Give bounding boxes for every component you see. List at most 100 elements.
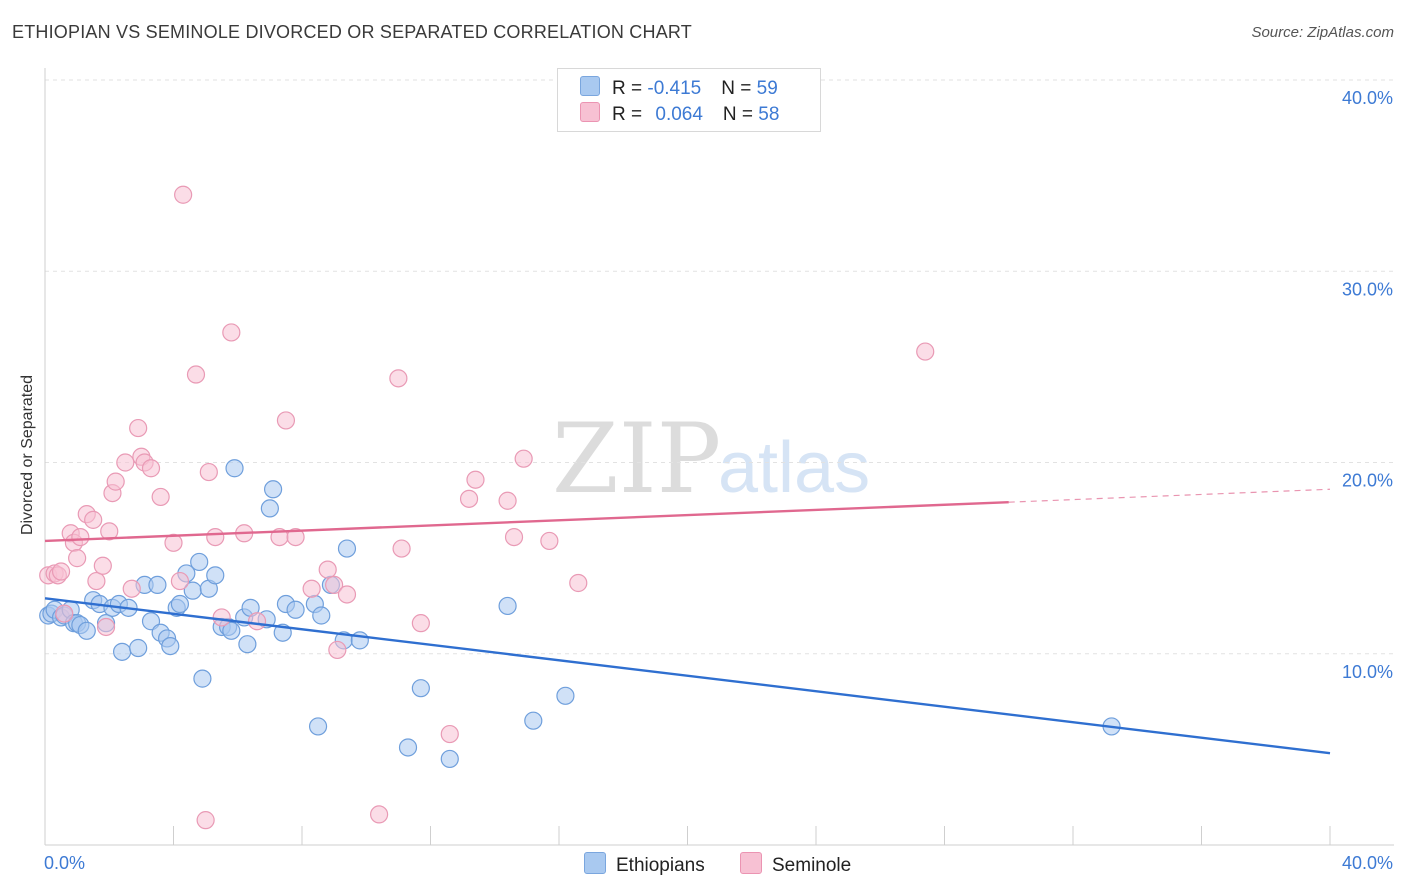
ethiopians-point (193, 669, 212, 688)
seminole-trend-line (44, 500, 1009, 543)
seminole-point (151, 487, 170, 507)
seminole-point (68, 549, 87, 568)
bottom-legend-ethiopians: Ethiopians (584, 852, 705, 877)
ethiopians-point (238, 635, 257, 654)
ethiopians-point (206, 566, 225, 585)
seminole-trend-line-extension (1008, 488, 1331, 503)
seminole-point (96, 617, 116, 637)
data-points (39, 185, 1121, 830)
seminole-point (170, 571, 190, 591)
ethiopians-point (286, 600, 305, 619)
ethiopians-point (312, 606, 331, 625)
seminole-point (141, 459, 161, 478)
bottom-legend-seminole: Seminole (740, 852, 851, 877)
seminole-point (318, 560, 337, 579)
seminole-point (222, 323, 241, 342)
seminole-point (370, 805, 389, 824)
seminole-point (106, 472, 125, 491)
tick-labels: 10.0% 20.0% 30.0% 40.0% 0.0% 40.0% (44, 88, 1393, 873)
watermark-atlas: atlas (718, 428, 870, 508)
x-tick-label: 0.0% (44, 853, 85, 873)
ethiopians-point (556, 686, 575, 705)
ethiopians-point (112, 642, 132, 661)
legend-row-seminole: R = 0.064 N = 58 (580, 102, 779, 126)
watermark: ZIP atlas (552, 403, 870, 515)
ethiopians-point (222, 621, 241, 640)
seminole-point (206, 527, 225, 547)
ethiopians-point (308, 717, 328, 736)
correlation-legend: R = -0.415 N = 59 R = 0.064 N = 58 (557, 68, 821, 132)
seminole-point (411, 614, 430, 633)
seminole-point (212, 608, 231, 627)
seminole-point (916, 342, 935, 361)
seminole-point (440, 724, 459, 744)
seminole-point (286, 527, 305, 547)
seminole-point (389, 369, 408, 388)
legend-n-value: 59 (756, 78, 778, 99)
seminole-point (328, 640, 347, 660)
seminole-point (276, 411, 296, 430)
seminole-point (164, 533, 183, 552)
ethiopians-trend-line (44, 597, 1331, 755)
seminole-point (55, 604, 74, 623)
y-tick-label: 30.0% (1342, 279, 1393, 299)
seminole-point (129, 418, 148, 438)
seminole-point (199, 462, 218, 482)
legend-r-label: R = (612, 104, 648, 125)
chart-title: ETHIOPIAN VS SEMINOLE DIVORCED OR SEPARA… (12, 22, 692, 42)
legend-row-ethiopians: R = -0.415 N = 59 (580, 76, 778, 100)
seminole-point (174, 185, 193, 204)
seminole-point (466, 470, 485, 489)
x-tick-label: 40.0% (1342, 853, 1393, 873)
ethiopians-point (398, 738, 418, 757)
seminole-point (100, 522, 119, 541)
ethiopians-point (440, 749, 459, 769)
ethiopians-point (170, 594, 190, 614)
ethiopians-point (77, 621, 96, 640)
ethiopians-point (411, 679, 430, 698)
watermark-zip: ZIP (552, 403, 721, 515)
seminole-point (122, 579, 141, 598)
seminole-point (540, 531, 559, 551)
seminole-point (459, 489, 479, 508)
seminole-point (71, 527, 90, 547)
seminole-point (93, 556, 112, 575)
ethiopians-point (161, 636, 180, 656)
seminole-point (498, 491, 517, 510)
legend-swatch-seminole (580, 102, 600, 122)
legend-n-label: N = (722, 104, 759, 125)
y-tick-label: 10.0% (1342, 662, 1393, 682)
seminole-point (337, 585, 357, 604)
y-tick-label: 20.0% (1342, 471, 1393, 491)
seminole-point (325, 575, 344, 595)
y-tick-label: 40.0% (1342, 88, 1393, 108)
ethiopians-point (498, 596, 517, 616)
gridlines (45, 79, 1394, 655)
seminole-point (504, 527, 524, 547)
seminole-point (247, 612, 267, 631)
bottom-legend-swatch-seminole (740, 852, 762, 874)
ethiopians-point (225, 459, 244, 478)
bottom-legend-swatch-ethiopians (584, 852, 606, 874)
seminole-point (302, 579, 321, 598)
seminole-point (514, 449, 533, 468)
seminole-point (84, 510, 103, 529)
bottom-legend-label-ethiopians: Ethiopians (616, 855, 705, 876)
seminole-point (51, 562, 71, 581)
trend-lines (44, 488, 1331, 755)
legend-swatch-ethiopians (580, 76, 600, 96)
seminole-point (116, 453, 135, 472)
seminole-point (196, 811, 215, 830)
legend-r-value: -0.415 (647, 78, 702, 99)
source-credit: Source: ZipAtlas.com (1251, 24, 1394, 41)
legend-n-value: 58 (758, 104, 780, 125)
ethiopians-point (524, 711, 543, 730)
seminole-point (87, 571, 106, 591)
ethiopians-point (260, 499, 279, 518)
seminole-point (392, 539, 411, 558)
legend-r-label: R = (612, 78, 648, 99)
legend-n-label: N = (721, 78, 757, 99)
ethiopians-point (263, 480, 283, 499)
seminole-point (569, 573, 588, 593)
